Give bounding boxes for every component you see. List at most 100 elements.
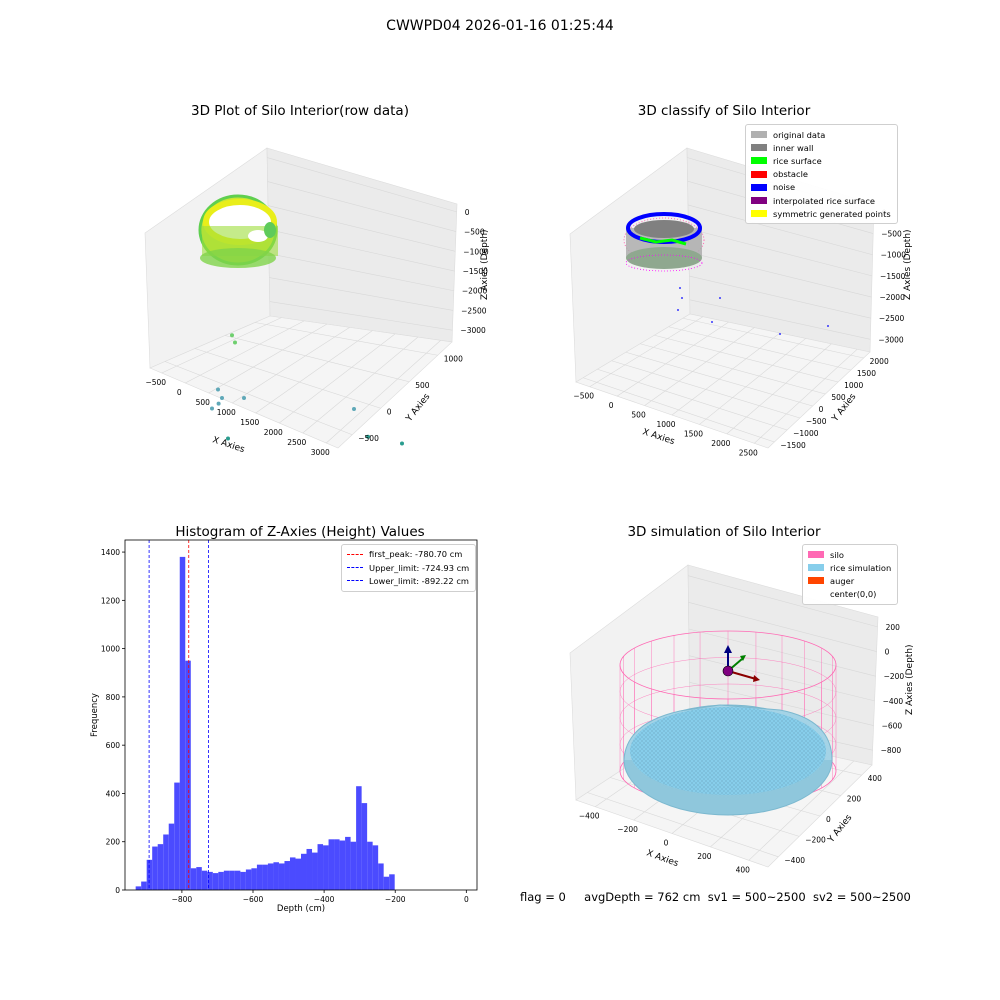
y-tick-label: 2000 <box>870 357 889 366</box>
y-tick-label: 400 <box>868 774 883 783</box>
z-tick-label: 0 <box>465 208 470 217</box>
y-tick-label: 200 <box>847 795 862 804</box>
grid-line <box>194 348 381 409</box>
x-tick-label: −400 <box>579 812 600 821</box>
grid-line <box>161 317 282 374</box>
grid-line <box>269 301 453 331</box>
grid-line <box>671 332 781 416</box>
figure-title: CWWPD04 2026-01-16 01:25:44 <box>386 18 614 34</box>
grid-line <box>583 377 775 443</box>
grid-line <box>208 323 328 394</box>
y-tick-label: 0 <box>826 815 831 824</box>
histogram-bar <box>278 863 285 890</box>
histogram-bar <box>141 881 147 890</box>
z-tick-label: −1500 <box>880 272 906 281</box>
z-tick-label: −800 <box>881 746 902 755</box>
histogram-bar <box>312 852 318 890</box>
y-tick-label: 500 <box>831 393 846 402</box>
grid-line <box>689 275 871 319</box>
grid-line <box>267 157 457 213</box>
center-marker <box>722 665 734 677</box>
panel1-title: 3D Plot of Silo Interior(row data) <box>191 103 409 119</box>
grid-line <box>269 277 454 311</box>
histogram-bar <box>212 873 219 890</box>
grid-line <box>254 322 438 356</box>
grid-line <box>726 343 832 435</box>
panel3-title: Histogram of Z-Axies (Height) Values <box>175 524 425 540</box>
rice-simulation-surface <box>623 704 833 816</box>
x-tick-label: 500 <box>631 411 646 420</box>
y-tick-label: 1500 <box>857 369 876 378</box>
x-tick-label: 0 <box>464 895 469 904</box>
y-tick-label: 800 <box>106 693 121 702</box>
histogram-bar <box>361 803 368 890</box>
grid-line <box>688 602 877 652</box>
data-point <box>233 340 237 345</box>
panel2-grid <box>583 157 874 444</box>
legend-swatch <box>808 551 824 559</box>
histogram-bar <box>323 845 329 890</box>
legend-item-silo: silo <box>808 548 891 561</box>
legend-line <box>347 554 363 556</box>
x-tick-label: −200 <box>617 825 638 834</box>
legend-item-noise: noise <box>751 181 891 194</box>
histogram-frame <box>124 539 478 891</box>
histogram-threshold-lines <box>148 540 209 890</box>
panel2-noise-points <box>677 287 829 335</box>
grid-line <box>611 360 800 419</box>
histogram-bar <box>289 857 296 890</box>
legend-item-center: center(0,0) <box>808 588 891 601</box>
y-tick-label: 1000 <box>101 645 120 654</box>
grid-line <box>668 326 851 371</box>
grid-line <box>185 320 305 384</box>
histogram-bar <box>245 869 252 890</box>
grid-line <box>267 181 457 232</box>
panel2-classified-points <box>623 212 705 272</box>
y-tick-label: 1200 <box>101 596 120 605</box>
noise-point <box>779 333 781 335</box>
histogram-bar <box>179 556 186 890</box>
panel1-zlabel: Z Axies (Depth) <box>480 229 490 300</box>
histogram-bar <box>383 876 390 890</box>
legend-item-obstacle: obstacle <box>751 168 891 181</box>
y-tick-label: −1000 <box>793 429 819 438</box>
z-tick-label: −3000 <box>460 326 486 335</box>
panel1-3d-plot: −500 0 500 1000 1500 2000 2500 3000 −500 0 500 1000… <box>144 147 490 457</box>
y-tick-label: 400 <box>106 789 121 798</box>
histogram-bar <box>185 660 191 890</box>
histogram-bar <box>372 845 379 890</box>
panel1-ylabel: Y Axies <box>404 392 433 425</box>
histogram-bar <box>174 782 180 890</box>
histogram-bar <box>334 839 340 890</box>
x-tick-label: −200 <box>385 895 406 904</box>
grid-line <box>688 575 878 628</box>
grid-line <box>268 229 455 272</box>
histogram-ylabel: Frequency <box>90 693 100 737</box>
grid-line <box>267 205 456 252</box>
histogram-bar <box>367 841 373 890</box>
data-point <box>366 434 370 439</box>
y-tick-label: 1400 <box>101 548 120 557</box>
grid-line <box>625 351 813 407</box>
grid-line <box>689 299 871 340</box>
panel3-legend: first_peak: -780.70 cm Upper_limit: -724… <box>341 544 477 592</box>
legend-item-original: original data <box>751 128 891 141</box>
x-tick-label: 1500 <box>684 429 703 438</box>
histogram-bar <box>389 874 395 890</box>
y-tick-label: 0 <box>387 407 392 416</box>
z-tick-label: 200 <box>886 623 901 632</box>
y-tick-label: −500 <box>806 417 827 426</box>
histogram-bar <box>190 868 197 890</box>
panel1-grid <box>161 157 457 444</box>
data-point <box>400 441 404 446</box>
y-tick-label: −400 <box>784 856 805 865</box>
x-tick-label: −800 <box>172 895 193 904</box>
panel4-title: 3D simulation of Silo Interior <box>627 524 821 540</box>
y-tick-label: 500 <box>415 381 430 390</box>
grid-line <box>597 368 788 431</box>
noise-point <box>677 309 679 311</box>
data-point <box>230 333 234 338</box>
histogram-bar <box>157 844 164 890</box>
grid-line <box>302 336 419 434</box>
histogram-bar <box>306 848 313 890</box>
